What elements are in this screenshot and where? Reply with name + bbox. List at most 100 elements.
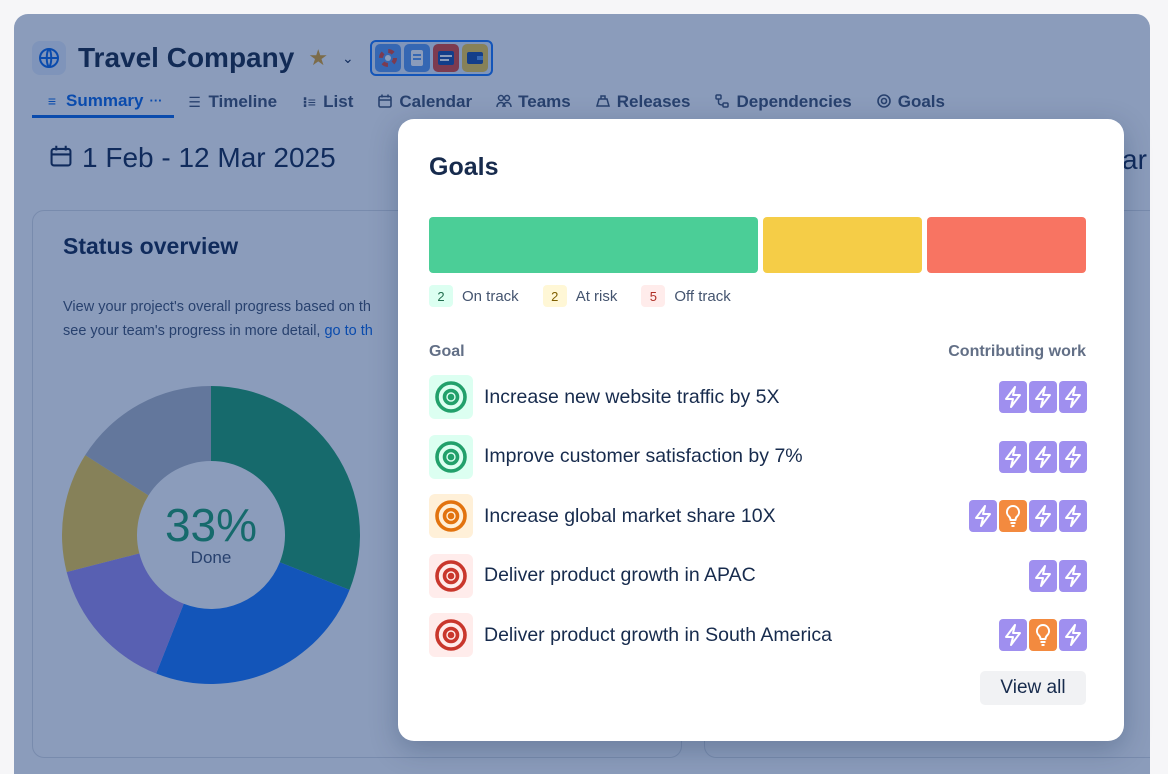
goal-row[interactable]: Increase new website traffic by 5X: [429, 375, 1087, 419]
tab-dependencies[interactable]: Dependencies: [702, 86, 863, 118]
status-overview-description: View your project's overall progress bas…: [63, 295, 463, 343]
at-risk-bar: [763, 217, 922, 273]
description-line: see your team's progress in more detail,: [63, 323, 325, 339]
target-icon: [429, 434, 473, 479]
tab-label: Dependencies: [736, 92, 852, 111]
epic-bolt-icon[interactable]: [969, 500, 997, 532]
epic-bolt-icon[interactable]: [999, 619, 1027, 651]
goal-column-header: Goal: [429, 343, 465, 360]
tab-label: Teams: [518, 92, 571, 111]
legend-label: On track: [462, 287, 519, 305]
target-icon: [429, 613, 473, 657]
calendar-icon: [377, 94, 393, 111]
document-icon[interactable]: [403, 44, 430, 72]
epic-bolt-icon[interactable]: [1059, 559, 1087, 592]
contributing-work: [999, 440, 1087, 473]
goal-name[interactable]: Increase global market share 10X: [484, 504, 776, 527]
donut-segment-yellow[interactable]: [62, 455, 149, 573]
contributing-work-column-header: Contributing work: [948, 343, 1086, 360]
goal-row[interactable]: Deliver product growth in South America: [429, 613, 1087, 657]
status-donut-chart: [62, 386, 360, 684]
star-icon[interactable]: ★: [308, 45, 329, 70]
goal-row[interactable]: Deliver product growth in APAC: [429, 553, 1087, 598]
at-risk-count: 2: [542, 285, 567, 307]
timeline-icon: ☰: [188, 93, 201, 110]
tab-goals[interactable]: Goals: [864, 86, 957, 118]
epic-bolt-icon[interactable]: [999, 381, 1027, 413]
epic-bolt-icon[interactable]: [1029, 559, 1057, 592]
wallet-icon[interactable]: [461, 44, 488, 72]
project-header: Travel Company ★ ⌄: [32, 40, 493, 76]
project-tabs: ≡ Summary ··· ☰ Timeline ⁝≡ List Calenda…: [32, 86, 957, 120]
globe-icon: [32, 41, 66, 75]
on-track-count: 2: [429, 285, 453, 307]
tab-timeline[interactable]: ☰ Timeline: [174, 86, 289, 118]
donut-segment-purple[interactable]: [66, 553, 184, 674]
epic-bolt-icon[interactable]: [1059, 440, 1087, 473]
goal-row[interactable]: Increase global market share 10X: [429, 494, 1087, 538]
epic-bolt-icon[interactable]: [1029, 440, 1057, 473]
contributing-work: [999, 381, 1087, 413]
on-track-bar: [429, 217, 758, 273]
more-icon[interactable]: ···: [149, 93, 163, 108]
legend-label: Off track: [674, 287, 731, 305]
status-legend: 2 On track 2 At risk 5 Off track: [429, 285, 755, 307]
clipped-heading: ar: [1122, 144, 1147, 175]
legend-label: At risk: [575, 287, 618, 305]
calendar-icon: [50, 142, 72, 174]
target-icon: [429, 375, 473, 419]
tab-label: Summary: [66, 90, 144, 110]
idea-icon[interactable]: [1029, 619, 1057, 651]
goals-icon: [876, 93, 892, 111]
form-icon[interactable]: [432, 44, 459, 72]
epic-bolt-icon[interactable]: [1029, 381, 1057, 413]
contributing-work: [1029, 559, 1087, 592]
tab-label: Timeline: [208, 92, 278, 111]
goal-name[interactable]: Improve customer satisfaction by 7%: [484, 445, 803, 467]
goal-row[interactable]: Improve customer satisfaction by 7%: [429, 434, 1087, 479]
goal-name[interactable]: Deliver product growth in South America: [484, 623, 832, 646]
tab-releases[interactable]: Releases: [583, 86, 703, 118]
tab-summary[interactable]: ≡ Summary ···: [32, 86, 175, 118]
description-line: View your project's overall progress bas…: [63, 299, 371, 315]
lifebuoy-icon[interactable]: [374, 44, 401, 72]
releases-icon: [595, 94, 611, 111]
tab-calendar[interactable]: Calendar: [365, 86, 484, 118]
target-icon: [429, 553, 473, 598]
epic-bolt-icon[interactable]: [1059, 619, 1087, 651]
goals-title: Goals: [429, 153, 499, 181]
tab-label: Calendar: [399, 92, 473, 111]
view-all-button[interactable]: View all: [980, 671, 1086, 705]
status-overview-title: Status overview: [63, 233, 239, 259]
summary-icon: ≡: [47, 92, 57, 109]
off-track-count: 5: [641, 285, 666, 307]
connected-apps[interactable]: [369, 40, 493, 76]
tab-label: List: [323, 92, 354, 111]
tab-list[interactable]: ⁝≡ List: [289, 86, 365, 118]
legend-at-risk: 2 At risk: [542, 285, 618, 307]
idea-icon[interactable]: [999, 500, 1027, 532]
legend-on-track: 2 On track: [429, 285, 519, 307]
date-range-text: 1 Feb - 12 Mar 2025: [82, 142, 336, 173]
epic-bolt-icon[interactable]: [1059, 381, 1087, 413]
teams-icon: [496, 94, 512, 111]
donut-segment-green[interactable]: [211, 386, 360, 590]
goals-modal: Goals 2 On track 2 At risk 5 Off track G…: [398, 119, 1124, 741]
epic-bolt-icon[interactable]: [999, 440, 1027, 473]
list-icon: ⁝≡: [302, 93, 316, 110]
tab-teams[interactable]: Teams: [484, 86, 583, 118]
off-track-bar: [927, 217, 1086, 273]
epic-bolt-icon[interactable]: [1029, 500, 1057, 532]
chevron-down-icon[interactable]: ⌄: [342, 49, 354, 66]
donut-segment-grey[interactable]: [85, 386, 211, 496]
contributing-work: [969, 500, 1087, 532]
goal-name[interactable]: Deliver product growth in APAC: [484, 564, 756, 586]
contributing-work: [999, 619, 1087, 651]
go-to-link[interactable]: go to th: [324, 323, 373, 339]
epic-bolt-icon[interactable]: [1059, 500, 1087, 532]
goal-name[interactable]: Increase new website traffic by 5X: [484, 385, 780, 408]
date-range[interactable]: 1 Feb - 12 Mar 2025: [50, 142, 336, 174]
project-title: Travel Company: [78, 42, 295, 73]
legend-off-track: 5 Off track: [641, 285, 731, 307]
donut-segment-blue[interactable]: [156, 562, 350, 684]
